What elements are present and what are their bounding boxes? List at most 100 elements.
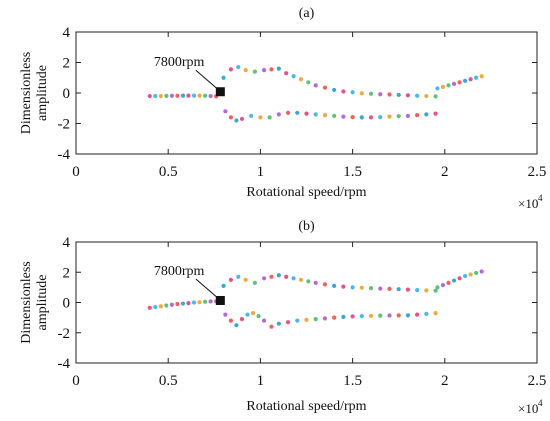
data-point: [433, 288, 438, 293]
data-point: [479, 269, 484, 274]
data-point: [332, 283, 337, 288]
data-point: [424, 93, 429, 99]
data-point: [468, 77, 473, 82]
data-point: [415, 312, 420, 317]
data-point: [221, 283, 226, 288]
data-point: [405, 93, 411, 98]
x-tick-label: 2.5: [528, 373, 547, 389]
data-point: [433, 310, 438, 316]
data-point: [387, 313, 392, 318]
data-point: [387, 114, 392, 119]
data-point: [249, 113, 254, 118]
annotation-label: 7800rpm: [154, 55, 205, 70]
data-point: [424, 288, 429, 293]
data-point: [252, 69, 257, 74]
data-point: [446, 83, 451, 88]
x-tick-label: 2: [441, 373, 449, 389]
data-point: [368, 313, 374, 318]
data-point: [387, 286, 392, 291]
data-point: [180, 93, 186, 98]
data-point: [250, 310, 256, 316]
data-point: [164, 303, 169, 308]
data-point: [175, 301, 180, 307]
x-tick-label: 0.5: [159, 164, 178, 180]
data-point: [415, 93, 420, 98]
x-exponent-power: 4: [538, 398, 543, 408]
data-point: [313, 83, 318, 88]
y-axis-label: Dimensionless: [19, 261, 34, 343]
annotation-pointer: [195, 69, 219, 90]
data-point: [243, 68, 248, 73]
data-point: [284, 71, 289, 76]
data-point: [153, 93, 158, 99]
x-tick-label: 1: [257, 164, 265, 180]
data-point: [298, 77, 304, 82]
data-point: [474, 270, 479, 276]
data-point: [236, 274, 241, 279]
data-point: [304, 317, 309, 322]
data-point: [341, 314, 346, 319]
x-tick-label: 0.5: [159, 373, 178, 389]
data-point: [252, 280, 257, 285]
y-tick-label: -4: [58, 147, 71, 163]
data-point: [158, 93, 163, 99]
x-axis-label: Rotational speed/rpm: [246, 399, 366, 414]
data-point: [359, 115, 364, 120]
data-point: [295, 318, 300, 323]
data-point: [378, 92, 383, 97]
x-tick-label: 0: [72, 164, 80, 180]
data-point: [267, 115, 272, 120]
x-axis-label: Rotational speed/rpm: [246, 185, 366, 200]
data-point: [223, 312, 228, 317]
data-point: [435, 86, 440, 91]
data-point: [306, 80, 311, 85]
data-point: [405, 287, 411, 292]
x-exponent-label: ×10: [518, 401, 538, 416]
data-point: [313, 280, 318, 285]
data-point: [197, 93, 202, 98]
data-point: [208, 299, 213, 304]
data-point: [291, 74, 296, 79]
data-point: [228, 115, 233, 120]
data-point: [153, 304, 158, 310]
y-tick-label: 4: [63, 25, 71, 41]
y-axis-label: Dimensionless: [19, 52, 34, 134]
data-point: [433, 111, 438, 116]
data-point: [175, 93, 180, 98]
data-point: [191, 300, 197, 305]
y-tick-label: 4: [63, 235, 71, 251]
data-point: [446, 280, 451, 285]
panel-label: (b): [298, 219, 315, 234]
data-point: [158, 304, 163, 309]
panel-label: (a): [299, 6, 315, 21]
data-point: [269, 274, 274, 279]
data-point: [261, 276, 267, 281]
data-point: [221, 75, 226, 80]
data-point: [396, 114, 401, 119]
data-point: [191, 93, 197, 98]
data-point: [387, 92, 392, 97]
data-point: [313, 317, 318, 322]
data-point: [202, 93, 208, 98]
data-point: [424, 112, 429, 117]
data-point: [261, 318, 267, 323]
data-point: [276, 321, 281, 326]
x-exponent-label: ×10: [518, 196, 538, 211]
data-point: [291, 276, 296, 281]
data-point: [322, 316, 328, 321]
data-point: [295, 110, 300, 115]
x-tick-label: 2.5: [528, 164, 547, 180]
data-point: [359, 285, 364, 290]
data-point: [228, 277, 233, 282]
data-point: [276, 112, 281, 117]
data-point: [169, 93, 174, 98]
data-point: [228, 67, 233, 72]
data-point: [359, 91, 364, 96]
data-point: [245, 312, 250, 317]
data-point: [239, 317, 245, 322]
data-point: [186, 93, 191, 98]
data-point: [350, 114, 355, 120]
x-tick-label: 1.5: [343, 164, 362, 180]
data-point: [164, 93, 169, 98]
data-point: [243, 277, 248, 282]
